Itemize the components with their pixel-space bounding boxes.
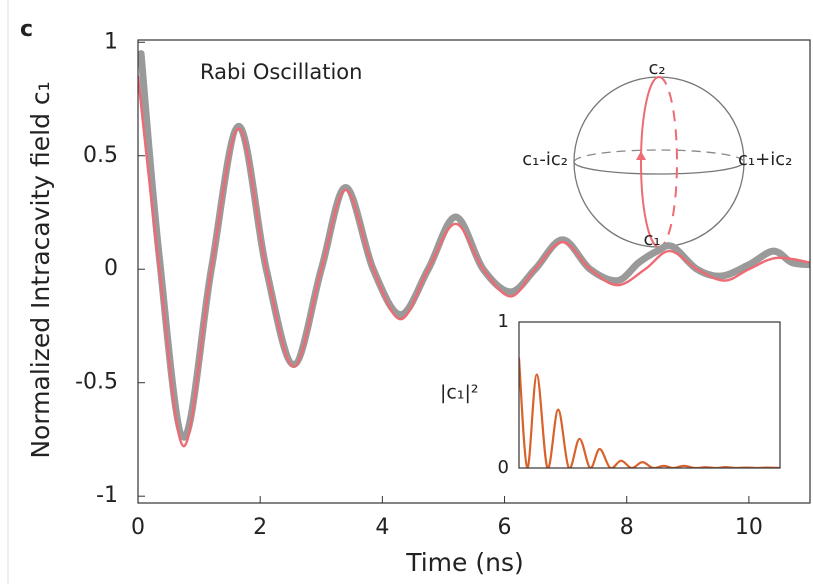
data-line [138,75,810,448]
sphere-label: c₁+ic₂ [738,149,792,170]
y-tick-label: 1 [498,311,509,332]
plot-frame [137,39,811,504]
sphere-label: c₁ [643,229,660,250]
y-tick-label: -1 [96,483,118,508]
x-tick-label: 0 [131,515,145,540]
x-tick-label: 2 [253,515,267,540]
inset-y-label: |c₁|² [440,382,478,404]
sphere-label: c₂ [648,58,665,79]
x-tick-label: 4 [375,515,389,540]
y-tick-label: 0.5 [83,143,118,168]
x-tick-label: 8 [620,515,634,540]
y-tick-label: 0 [498,457,509,478]
x-axis-label: Time (ns) [405,548,524,577]
annotation: Rabi Oscillation [200,60,362,84]
y-tick-label: 1 [104,29,118,54]
inset-background [519,322,780,468]
panel-label: c [20,17,33,42]
x-tick-label: 6 [498,515,512,540]
sphere-label: c₁-ic₂ [522,149,568,170]
y-tick-label: -0.5 [75,370,118,395]
plot-frame [518,321,781,469]
x-tick-label: 10 [735,515,763,540]
y-tick-label: 0 [104,256,118,281]
bloch-sphere [573,76,745,248]
y-axis-label: Normalized Intracavity field c₁ [26,81,55,458]
